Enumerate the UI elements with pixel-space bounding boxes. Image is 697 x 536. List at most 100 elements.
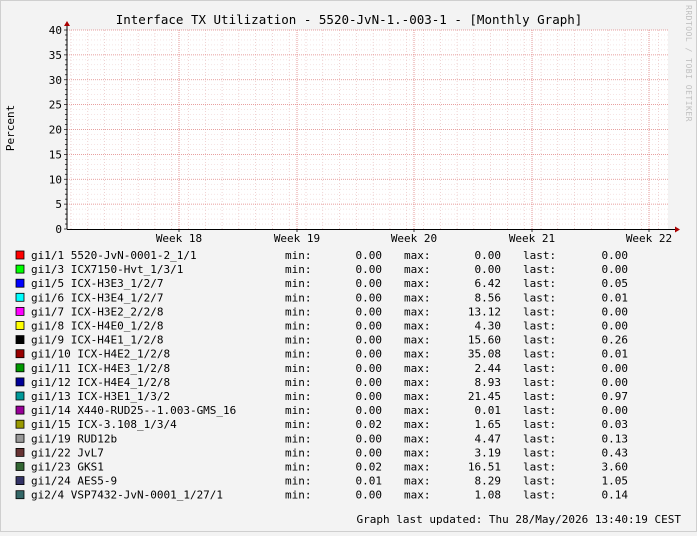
max-label: max: <box>404 348 431 361</box>
max-label: max: <box>404 263 431 276</box>
max-label: max: <box>404 475 431 488</box>
max-label: max: <box>404 277 431 290</box>
min-label: min: <box>285 263 312 276</box>
legend-swatch <box>15 476 25 486</box>
last-value: 0.01 <box>602 348 629 361</box>
legend-swatch <box>15 250 25 260</box>
legend-name: gi1/10 ICX-H4E2_1/2/8 <box>31 348 170 361</box>
max-value: 0.00 <box>475 249 502 262</box>
min-value: 0.00 <box>356 305 383 318</box>
legend-row: gi1/5 ICX-H3E3_1/2/7 min: 0.00 max: 6.42 last… <box>15 277 628 290</box>
last-label: last: <box>523 277 556 290</box>
max-value: 2.44 <box>475 362 502 375</box>
last-label: last: <box>523 334 556 347</box>
min-label: min: <box>285 320 312 333</box>
legend-name: gi1/13 ICX-H3E1_1/3/2 <box>31 390 170 403</box>
last-value: 0.01 <box>602 291 629 304</box>
last-label: last: <box>523 249 556 262</box>
legend-row: gi1/11 ICX-H4E3_1/2/8 min: 0.00 max: 2.44 las… <box>15 362 629 375</box>
grid <box>67 29 668 229</box>
max-value: 6.42 <box>475 277 502 290</box>
min-value: 0.00 <box>356 249 383 262</box>
last-value: 0.00 <box>602 263 629 276</box>
legend-name: gi1/23 GKS1 <box>31 461 104 474</box>
legend-row: gi1/7 ICX-H3E2_2/2/8 min: 0.00 max: 13.12 las… <box>15 305 629 318</box>
min-value: 0.00 <box>356 277 383 290</box>
last-value: 0.00 <box>602 320 629 333</box>
last-label: last: <box>523 404 556 417</box>
min-label: min: <box>285 376 312 389</box>
max-label: max: <box>404 291 431 304</box>
legend-swatch <box>15 405 25 415</box>
max-value: 8.29 <box>475 475 502 488</box>
max-label: max: <box>404 320 431 333</box>
min-label: min: <box>285 390 312 403</box>
max-value: 4.30 <box>475 320 502 333</box>
y-tick-label: 0 <box>55 223 62 236</box>
last-value: 0.43 <box>602 446 629 459</box>
last-label: last: <box>523 320 556 333</box>
legend-name: gi1/9 ICX-H4E1_1/2/8 <box>31 334 163 347</box>
max-value: 8.56 <box>475 291 502 304</box>
legend-swatch <box>15 264 25 274</box>
min-value: 0.00 <box>356 446 383 459</box>
x-tick-label: Week 22 <box>626 232 672 245</box>
max-value: 13.12 <box>468 305 501 318</box>
y-tick-label: 40 <box>49 24 62 37</box>
legend: gi1/1 5520-JvN-0001-2_1/1 min: 0.00 max: 0.0… <box>15 249 629 502</box>
min-label: min: <box>285 291 312 304</box>
y-axis-arrow <box>64 21 70 26</box>
legend-swatch <box>15 349 25 359</box>
last-value: 0.00 <box>602 305 629 318</box>
last-label: last: <box>523 461 556 474</box>
max-label: max: <box>404 249 431 262</box>
legend-swatch <box>15 419 25 429</box>
last-value: 0.00 <box>602 249 629 262</box>
max-label: max: <box>404 334 431 347</box>
min-value: 0.02 <box>356 418 383 431</box>
max-value: 21.45 <box>468 390 501 403</box>
legend-swatch <box>15 447 25 457</box>
last-value: 0.13 <box>602 432 629 445</box>
legend-swatch <box>15 391 25 401</box>
y-tick-label: 10 <box>49 173 62 186</box>
max-value: 8.93 <box>475 376 502 389</box>
min-value: 0.02 <box>356 461 383 474</box>
legend-name: gi1/7 ICX-H3E2_2/2/8 <box>31 305 163 318</box>
x-tick-label: Week 21 <box>509 232 555 245</box>
legend-name: gi2/4 VSP7432-JvN-0001_1/27/1 <box>31 489 223 502</box>
min-label: min: <box>285 404 312 417</box>
legend-name: gi1/14 X440-RUD25--1.003-GMS_16 <box>31 404 236 417</box>
y-tick-label: 5 <box>55 198 62 211</box>
legend-name: gi1/24 AES5-9 <box>31 475 117 488</box>
min-label: min: <box>285 277 312 290</box>
max-label: max: <box>404 404 431 417</box>
last-label: last: <box>523 305 556 318</box>
legend-row: gi1/14 X440-RUD25--1.003-GMS_16 min: 0.00 m… <box>15 404 628 417</box>
legend-name: gi1/19 RUD12b <box>31 432 117 445</box>
max-value: 4.47 <box>475 432 502 445</box>
max-label: max: <box>404 418 431 431</box>
legend-name: gi1/8 ICX-H4E0_1/2/8 <box>31 320 163 333</box>
min-label: min: <box>285 362 312 375</box>
min-label: min: <box>285 348 312 361</box>
max-label: max: <box>404 432 431 445</box>
legend-swatch <box>15 306 25 316</box>
legend-swatch <box>15 377 25 387</box>
last-value: 0.00 <box>602 376 629 389</box>
last-value: 0.00 <box>602 362 629 375</box>
legend-row: gi1/8 ICX-H4E0_1/2/8 min: 0.00 max: 4.30 last… <box>15 320 629 333</box>
last-label: last: <box>523 362 556 375</box>
legend-row: gi1/15 ICX-3.108_1/3/4 min: 0.02 max: 1.65 la… <box>15 418 629 431</box>
legend-name: gi1/5 ICX-H3E3_1/2/7 <box>31 277 163 290</box>
legend-name: gi1/15 ICX-3.108_1/3/4 <box>31 418 177 431</box>
y-axis-label: Percent <box>4 105 17 151</box>
legend-swatch <box>15 363 25 373</box>
min-value: 0.00 <box>356 320 383 333</box>
last-value: 0.03 <box>602 418 629 431</box>
last-label: last: <box>523 348 556 361</box>
legend-row: gi1/6 ICX-H3E4_1/2/7 min: 0.00 max: 8.56 last… <box>15 291 629 304</box>
legend-swatch <box>15 490 25 500</box>
max-value: 1.08 <box>475 489 502 502</box>
